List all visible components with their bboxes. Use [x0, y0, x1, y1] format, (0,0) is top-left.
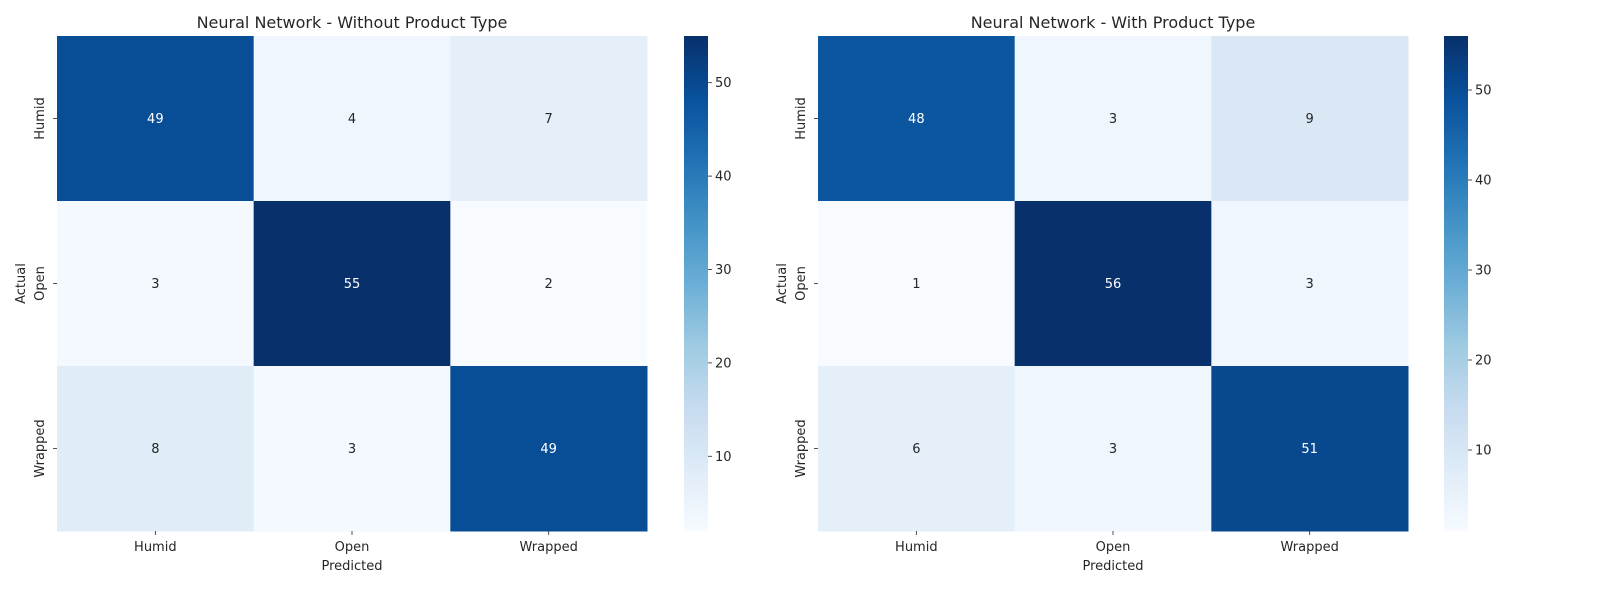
cell-value-label: 49 — [147, 112, 164, 127]
cell-value-label: 2 — [545, 277, 553, 292]
heatmap-cell — [1211, 366, 1409, 532]
x-axis-label: Predicted — [321, 559, 382, 574]
cell-value-label: 4 — [348, 112, 356, 127]
x-tick-label: Wrapped — [1280, 540, 1338, 555]
colorbar-tick-label: 20 — [715, 356, 732, 371]
heatmap-cell — [818, 36, 1016, 202]
cell-value-label: 3 — [1109, 112, 1117, 127]
cell-value-label: 3 — [1109, 442, 1117, 457]
x-tick-label: Open — [335, 540, 370, 555]
y-tick-label: Open — [794, 266, 809, 301]
heatmap-cell — [253, 36, 451, 202]
x-tick-label: Open — [1096, 540, 1131, 555]
y-axis-label: Actual — [14, 263, 29, 304]
cell-value-label: 8 — [151, 442, 159, 457]
cell-value-label: 3 — [348, 442, 356, 457]
heatmap-cell — [57, 201, 255, 367]
x-tick-label: Humid — [134, 540, 177, 555]
cell-value-label: 51 — [1301, 442, 1318, 457]
y-tick-label: Open — [33, 266, 48, 301]
heatmap-cell — [450, 366, 648, 532]
cell-value-label: 1 — [912, 277, 920, 292]
x-tick-label: Wrapped — [519, 540, 577, 555]
heatmap-cell — [1014, 36, 1212, 202]
y-tick-label: Wrapped — [794, 419, 809, 477]
heatmap-cell — [450, 201, 648, 367]
cell-value-label: 9 — [1306, 112, 1314, 127]
colorbar — [684, 36, 708, 531]
y-tick-label: Wrapped — [33, 419, 48, 477]
heatmap-cell — [818, 366, 1016, 532]
colorbar-tick-label: 30 — [1475, 264, 1492, 279]
y-tick-label: Humid — [33, 97, 48, 140]
heatmap-cell — [450, 36, 648, 202]
heatmap-cell — [253, 366, 451, 532]
y-tick-label: Humid — [794, 97, 809, 140]
heatmap-panel-1: Neural Network - Without Product Type 49 4… — [14, 13, 732, 574]
cell-value-label: 56 — [1105, 277, 1122, 292]
y-axis-label: Actual — [775, 263, 790, 304]
cell-value-label: 3 — [151, 277, 159, 292]
cell-value-label: 3 — [1306, 277, 1314, 292]
colorbar-tick-label: 40 — [1475, 174, 1492, 189]
colorbar-tick-label: 40 — [715, 170, 732, 185]
chart-title: Neural Network - Without Product Type — [197, 13, 508, 32]
heatmap-cell — [1211, 201, 1409, 367]
heatmap-cell — [57, 36, 255, 202]
cell-value-label: 7 — [545, 112, 553, 127]
heatmap-cell — [1211, 36, 1409, 202]
x-axis-label: Predicted — [1082, 559, 1143, 574]
colorbar-tick-label: 10 — [1475, 444, 1492, 459]
chart-title: Neural Network - With Product Type — [971, 13, 1256, 32]
heatmap-cell — [1014, 201, 1212, 367]
colorbar-tick-label: 50 — [715, 76, 732, 91]
colorbar-tick-label: 20 — [1475, 354, 1492, 369]
colorbar-tick-label: 30 — [715, 263, 732, 278]
cell-value-label: 48 — [908, 112, 925, 127]
x-tick-label: Humid — [895, 540, 938, 555]
colorbar — [1444, 36, 1468, 531]
heatmap-cell — [253, 201, 451, 367]
cell-value-label: 6 — [912, 442, 920, 457]
heatmap-cell — [1014, 366, 1212, 532]
colorbar-tick-label: 50 — [1475, 84, 1492, 99]
colorbar-tick-label: 10 — [715, 450, 732, 465]
heatmap-cell — [57, 366, 255, 532]
cell-value-label: 55 — [344, 277, 361, 292]
cell-value-label: 49 — [540, 442, 557, 457]
heatmap-cell — [818, 201, 1016, 367]
